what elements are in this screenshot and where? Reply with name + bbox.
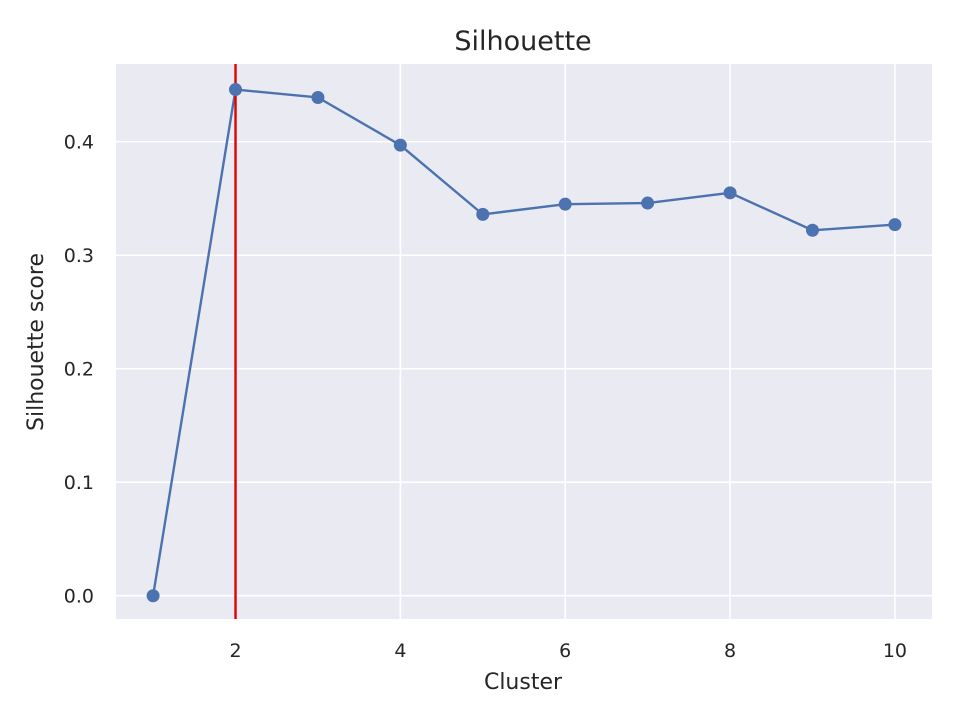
data-point [311, 90, 325, 104]
chart-title: Silhouette [454, 26, 591, 57]
data-points [146, 83, 902, 603]
grid-lines [116, 64, 932, 619]
x-tick-labels: 2 4 6 8 10 [229, 640, 907, 662]
y-tick-label: 0.3 [64, 245, 94, 267]
data-point [641, 196, 655, 210]
y-axis-label: Silhouette score [24, 253, 49, 431]
x-tick-label: 2 [229, 640, 241, 662]
y-tick-labels: 0.0 0.1 0.2 0.3 0.4 [64, 132, 94, 608]
data-point [393, 138, 407, 152]
data-point [723, 186, 737, 200]
x-tick-label: 10 [883, 640, 907, 662]
y-tick-label: 0.0 [64, 586, 94, 608]
data-point [229, 83, 243, 97]
plot-background [116, 64, 932, 619]
y-tick-label: 0.1 [64, 472, 94, 494]
y-tick-label: 0.2 [64, 359, 94, 381]
data-point [888, 218, 902, 232]
x-tick-label: 6 [559, 640, 571, 662]
data-point [476, 207, 490, 221]
series-silhouette [151, 88, 895, 596]
x-tick-label: 4 [394, 640, 406, 662]
x-axis-label: Cluster [484, 670, 563, 695]
y-tick-label: 0.4 [64, 132, 94, 154]
x-tick-label: 8 [724, 640, 736, 662]
data-point [558, 197, 572, 211]
data-point [805, 223, 819, 237]
series-line [151, 88, 895, 596]
data-point [146, 589, 160, 603]
